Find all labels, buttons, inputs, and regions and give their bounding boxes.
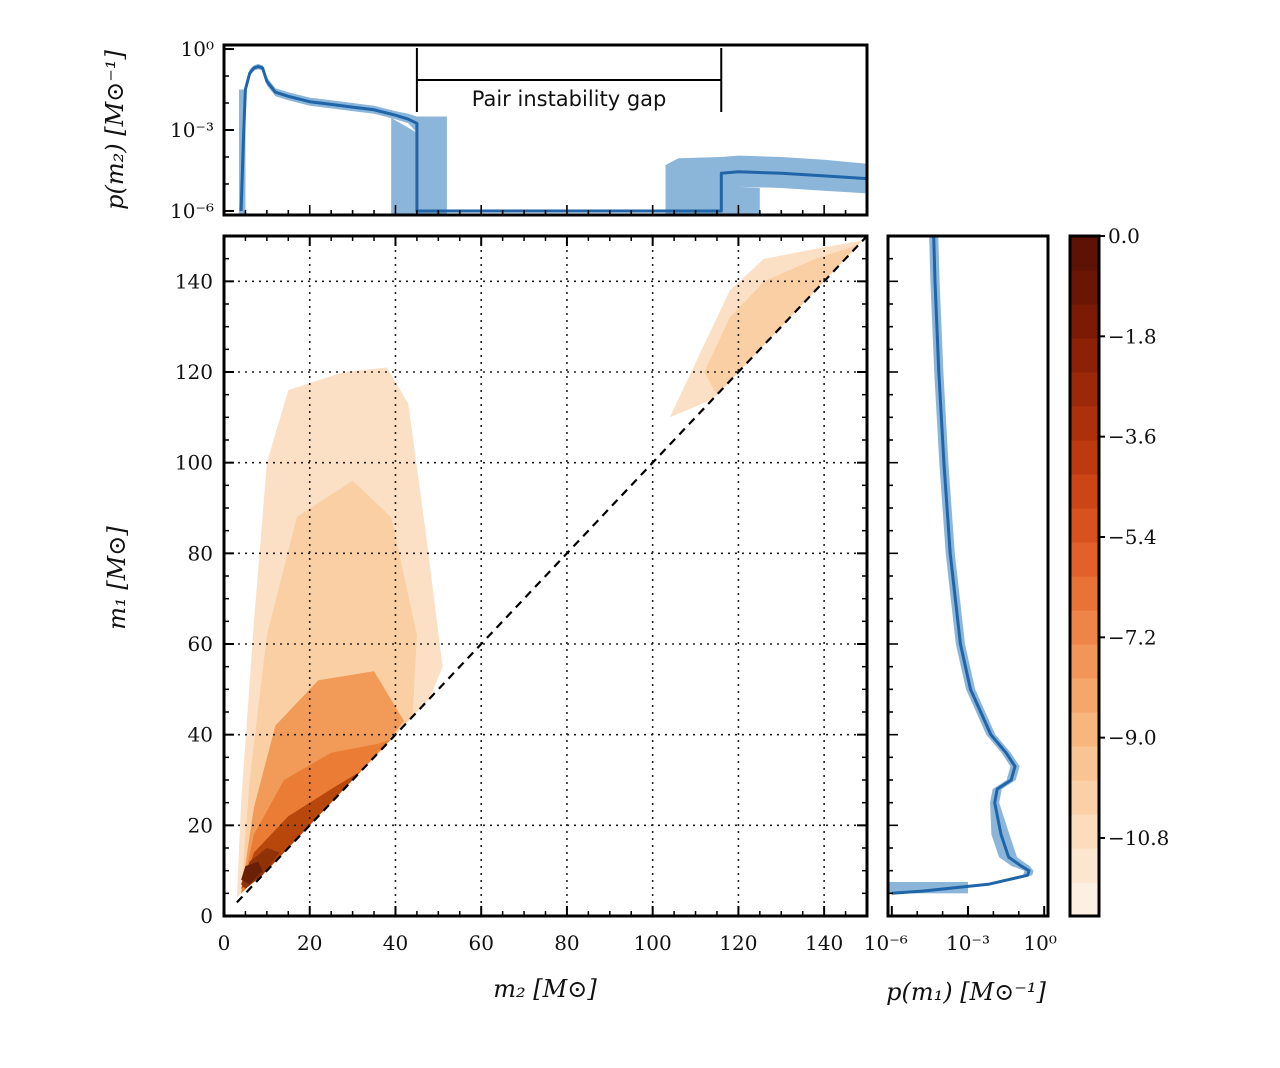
colorbar-cell <box>1070 644 1099 679</box>
colorbar-cell <box>1070 848 1099 883</box>
grid-lines <box>224 236 867 916</box>
colorbar-cell <box>1070 542 1099 577</box>
colorbar-cell <box>1070 882 1099 917</box>
colorbar-cell <box>1070 678 1099 713</box>
right-frame <box>886 234 1050 918</box>
colorbar-tick-label: −9.0 <box>1108 726 1157 750</box>
y-tick-label: 140 <box>175 269 213 293</box>
x-tick-label: 0 <box>218 931 231 955</box>
colorbar-tick-label: −7.2 <box>1108 625 1157 649</box>
colorbar-cell <box>1070 270 1099 305</box>
right-x-axis-label: p(m₁) [M⊙⁻¹] <box>886 978 1046 1006</box>
colorbar-ticks: 0.0 −1.8 −3.6 −5.4 −7.2 −9.0 −10.8 <box>1099 224 1169 850</box>
x-tick-label: 120 <box>719 931 757 955</box>
low-mass-credible-band <box>241 63 447 215</box>
colorbar-cell <box>1070 508 1099 543</box>
x-tick-label: 20 <box>297 931 322 955</box>
y-axis-label: m₁ [M⊙] <box>103 526 131 630</box>
right-ticks: 10⁻⁶ 10⁻³ 10⁰ <box>864 235 1057 955</box>
top-y-tick-label: 10⁰ <box>181 37 214 61</box>
y-tick-label: 20 <box>188 813 213 837</box>
y-tick-label: 80 <box>188 541 213 565</box>
top-y-tick-label: 10⁻⁶ <box>170 199 214 223</box>
right-x-tick-label: 10⁰ <box>1023 931 1056 955</box>
right-marginal-plot <box>888 236 1034 895</box>
x-tick-label: 60 <box>468 931 493 955</box>
colorbar-cell <box>1070 372 1099 407</box>
colorbar-tick-label: −5.4 <box>1108 525 1157 549</box>
colorbar-tick-label: 0.0 <box>1108 224 1140 248</box>
p-m1-median-line <box>891 236 1031 895</box>
low-mass-region <box>241 861 263 885</box>
colorbar-cell <box>1070 236 1099 271</box>
x-axis-label: m₂ [M⊙] <box>493 975 597 1003</box>
top-marginal-panel: 10⁰ 10⁻³ 10⁻⁶ Pair instability gap p(m₂) [… <box>101 37 869 223</box>
high-mass-region <box>704 245 859 395</box>
p-m2-median-line <box>239 65 867 213</box>
right-x-tick-label: 10⁻⁶ <box>864 931 908 955</box>
colorbar-tick-label: −3.6 <box>1108 425 1157 449</box>
pair-instability-annotation: Pair instability gap <box>415 48 723 112</box>
p-m1-low-edge-band <box>888 882 968 894</box>
colorbar: 0.0 −1.8 −3.6 −5.4 −7.2 −9.0 −10.8 <box>1068 224 1169 918</box>
colorbar-cell <box>1070 746 1099 781</box>
top-ticks: 10⁰ 10⁻³ 10⁻⁶ <box>170 37 868 223</box>
colorbar-cell <box>1070 610 1099 645</box>
right-x-tick-label: 10⁻³ <box>946 931 990 955</box>
colorbar-cells <box>1070 236 1099 917</box>
x-tick-label: 40 <box>383 931 408 955</box>
joint-panel: 00 20 20 40 40 60 60 80 80 100 100 120 120 140 140 m₂ … <box>103 234 869 1003</box>
y-tick-label: 40 <box>188 723 213 747</box>
x-tick-label: 80 <box>554 931 579 955</box>
p-m1-credible-band <box>888 236 1034 894</box>
y-tick-label: 100 <box>175 451 213 475</box>
colorbar-cell <box>1070 406 1099 441</box>
colorbar-frame <box>1068 234 1101 918</box>
gap-annotation-text: Pair instability gap <box>472 87 667 111</box>
top-marginal-plot <box>239 63 867 215</box>
joint-ticks: 00 20 20 40 40 60 60 80 80 100 100 120 120 140 140 <box>175 236 867 955</box>
colorbar-cell <box>1070 474 1099 509</box>
colorbar-tick-label: −1.8 <box>1108 324 1157 348</box>
y-tick-label: 60 <box>188 632 213 656</box>
colorbar-cell <box>1070 440 1099 475</box>
colorbar-cell <box>1070 304 1099 339</box>
top-y-tick-label: 10⁻³ <box>170 118 214 142</box>
colorbar-cell <box>1070 576 1099 611</box>
colorbar-cell <box>1070 780 1099 815</box>
colorbar-cell <box>1070 338 1099 373</box>
right-marginal-panel: 10⁻⁶ 10⁻³ 10⁰ p(m₁) [M⊙⁻¹] <box>864 234 1057 1006</box>
high-mass-credible-band <box>665 155 867 215</box>
top-frame <box>222 43 869 217</box>
x-tick-label: 100 <box>634 931 672 955</box>
top-y-axis-label: p(m₂) [M⊙⁻¹] <box>101 49 129 209</box>
colorbar-tick-label: −10.8 <box>1108 826 1169 850</box>
x-tick-label: 140 <box>805 931 843 955</box>
y-tick-label: 120 <box>175 360 213 384</box>
colorbar-cell <box>1070 814 1099 849</box>
y-tick-label: 0 <box>200 904 213 928</box>
colorbar-cell <box>1070 712 1099 747</box>
